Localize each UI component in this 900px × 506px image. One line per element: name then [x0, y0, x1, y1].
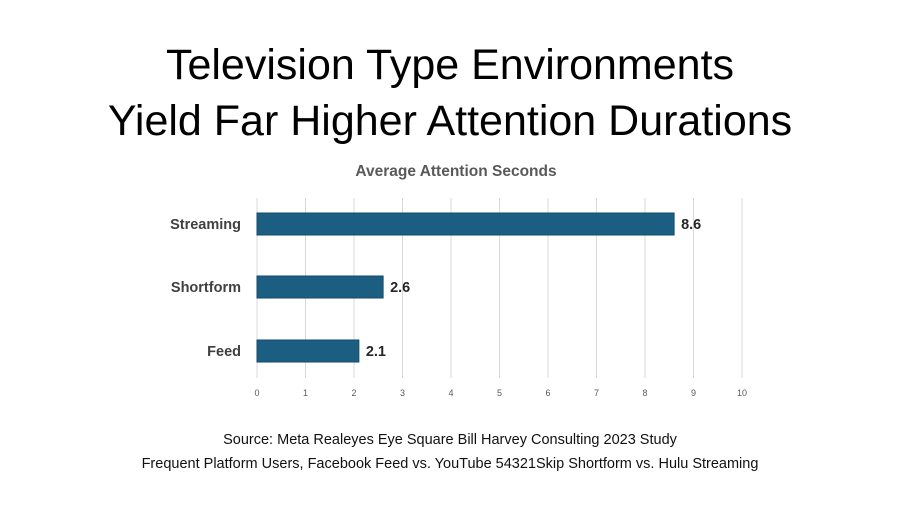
x-tick-label: 9: [691, 388, 696, 398]
source-note: Source: Meta Realeyes Eye Square Bill Ha…: [223, 432, 677, 448]
x-tick-label: 6: [545, 388, 550, 398]
bar-feed: [256, 339, 360, 363]
chart-title: Average Attention Seconds: [355, 163, 556, 180]
x-tick-label: 8: [642, 388, 647, 398]
page-title-line-1: Television Type Environments: [165, 41, 735, 89]
x-tick-label: 3: [400, 388, 405, 398]
category-label: Streaming: [170, 217, 241, 233]
data-label: 2.6: [390, 280, 410, 296]
x-tick-label: 1: [303, 388, 308, 398]
category-label: Feed: [207, 344, 241, 360]
x-tick-label: 10: [737, 388, 747, 398]
bar-shortform: [256, 275, 384, 299]
x-tick-label: 2: [351, 388, 356, 398]
x-tick-label: 0: [254, 388, 259, 398]
category-label: Shortform: [171, 280, 241, 296]
x-tick-label: 5: [497, 388, 502, 398]
x-tick-label: 4: [448, 388, 453, 398]
data-label: 2.1: [366, 344, 386, 360]
bar-streaming: [256, 212, 675, 236]
data-label: 8.6: [681, 217, 701, 233]
x-tick-label: 7: [594, 388, 599, 398]
platform-note: Frequent Platform Users, Facebook Feed v…: [141, 456, 759, 472]
page-title-line-2: Yield Far Higher Attention Durations: [107, 97, 793, 145]
